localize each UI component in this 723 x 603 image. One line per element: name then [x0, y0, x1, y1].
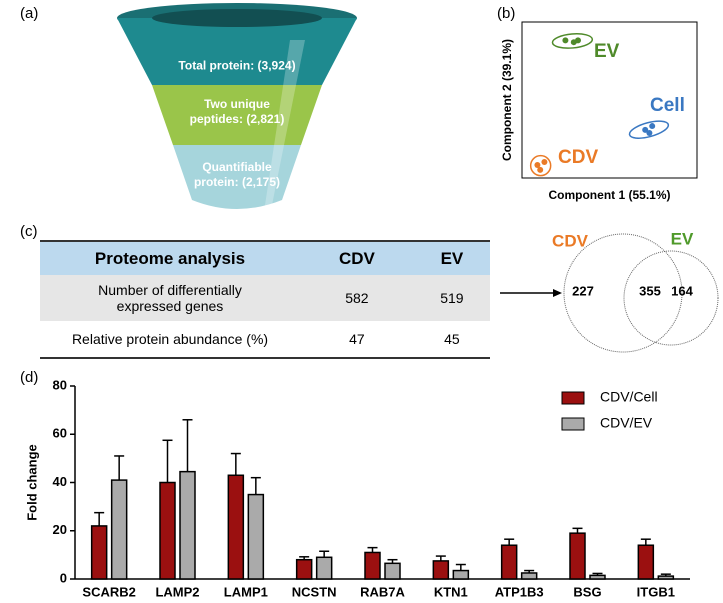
point [534, 161, 541, 168]
point [642, 126, 649, 133]
x-tick-label: ATP1B3 [495, 584, 544, 599]
table-cell: Relative protein abundance (%) [40, 321, 300, 359]
funnel-shine [262, 40, 305, 225]
bar [364, 551, 381, 580]
bar [159, 481, 176, 580]
panel-label: (b) [497, 5, 515, 22]
funnel-label: Two unique peptides: (2,821) [187, 97, 287, 127]
legend-label: CDV/EV [600, 415, 653, 431]
y-tick-label: 40 [53, 474, 67, 489]
venn-count: 355 [639, 283, 661, 298]
cluster-outline [529, 154, 552, 177]
x-tick-label: LAMP1 [224, 584, 268, 599]
funnel-category: Total protein: [178, 58, 255, 73]
series-label: EV [594, 41, 620, 62]
y-axis-label: Fold change [24, 444, 39, 521]
funnel-label: Quantifiable protein: (2,175) [192, 160, 282, 190]
table-cell: 519 [413, 275, 490, 321]
funnel-value: (2,821) [246, 112, 285, 126]
table: Proteome analysis CDV EV Number of differe… [40, 240, 490, 359]
venn-circle [623, 250, 719, 346]
point [575, 37, 581, 44]
funnel-opening [152, 9, 322, 27]
bar [315, 556, 333, 580]
legend-swatch [561, 391, 585, 405]
x-tick-label: LAMP2 [155, 584, 199, 599]
panel-label: (d) [20, 369, 38, 386]
bar [179, 470, 196, 580]
table-header: Proteome analysis [40, 240, 300, 275]
funnel-category: Quantifiable protein: [193, 160, 272, 189]
set-label: CDV [552, 231, 589, 250]
x-tick-label: BSG [573, 584, 601, 599]
bar [432, 560, 450, 580]
bar [295, 558, 313, 580]
bar [90, 525, 108, 580]
table-cell: 582 [300, 275, 414, 321]
bar [110, 479, 128, 580]
series-label: CDV [558, 147, 598, 168]
point [537, 166, 544, 173]
cluster-outline [628, 120, 670, 139]
bar [452, 569, 470, 580]
table-cell: 47 [300, 321, 414, 359]
bar [520, 572, 538, 580]
bar [589, 574, 606, 580]
point [649, 123, 656, 130]
cluster-outline [551, 33, 594, 49]
bar [227, 474, 245, 580]
bar [247, 493, 265, 580]
legend-label: CDV/Cell [600, 389, 658, 405]
y-tick-label: 20 [53, 522, 67, 537]
funnel-category: Two unique peptides: [189, 97, 270, 126]
plot-frame [521, 21, 698, 179]
bar [657, 575, 675, 580]
funnel-value: (2,175) [241, 175, 281, 189]
funnel-segment [173, 145, 301, 209]
funnel-segment [117, 18, 357, 85]
venn-count: 164 [671, 283, 693, 298]
bar [569, 532, 586, 580]
funnel-label: Total protein: (3,924) [152, 59, 322, 74]
funnel-value: (3,924) [257, 58, 296, 73]
bar [637, 544, 655, 580]
point [562, 37, 569, 44]
table-header: CDV [300, 240, 414, 275]
legend-swatch [561, 417, 585, 431]
point [646, 130, 653, 137]
x-tick-label: NCSTN [292, 584, 337, 599]
x-tick-label: SCARB2 [82, 584, 135, 599]
set-label: EV [671, 229, 694, 248]
venn-circle [563, 233, 683, 353]
panel-label: (a) [20, 5, 38, 22]
point [541, 159, 548, 166]
x-tick-label: ITGB1 [637, 584, 675, 599]
funnel-segment [152, 85, 322, 145]
y-tick-label: 60 [53, 426, 67, 441]
y-axis-label: Component 2 (39.1%) [500, 39, 514, 161]
table-header: EV [413, 240, 490, 275]
y-tick-label: 80 [53, 377, 67, 392]
x-axis-label: Component 1 (55.1%) [548, 188, 670, 202]
table-cell: Number of differentially expressed genes [40, 275, 300, 321]
venn-count: 227 [572, 283, 594, 298]
x-tick-label: RAB7A [360, 584, 405, 599]
series-label: Cell [650, 95, 685, 116]
y-tick-label: 0 [60, 570, 67, 585]
table-cell: 45 [413, 321, 490, 359]
arrow-head [553, 289, 562, 297]
panel-label: (c) [20, 223, 38, 240]
x-tick-label: KTN1 [434, 584, 468, 599]
bar [384, 562, 401, 580]
bar [500, 544, 518, 580]
